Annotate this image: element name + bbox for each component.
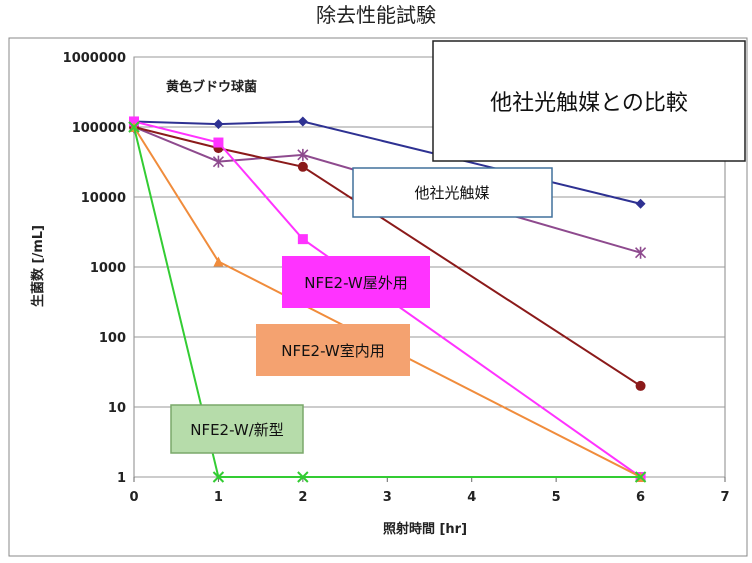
y-tick-label: 100000 [72,121,126,136]
x-tick-label: 5 [552,490,561,505]
y-tick-labels: 1 10 100 1000 10000 100000 1000000 [63,51,126,486]
label-box-other [352,167,553,218]
series-5 [128,121,647,483]
data-point [634,471,647,483]
data-point [635,380,646,391]
x-tick-label: 3 [383,490,392,505]
series-line [133,120,642,478]
label-indoor: NFE2-W室内用 [281,342,385,360]
y-tick-label: 1000 [90,261,126,276]
label-outdoor: NFE2-W屋外用 [304,274,408,292]
y-tick-label: 1 [117,471,126,486]
data-point [128,121,140,133]
data-point [212,471,225,483]
data-point [213,256,224,267]
x-tick-label: 7 [720,490,729,505]
series-line [133,120,641,205]
x-tick-label: 6 [636,490,645,505]
series-line [133,126,641,478]
data-point [212,155,224,168]
data-point [635,198,646,209]
series-line [133,126,642,387]
x-tick-labels: 0 1 2 3 4 5 6 7 [129,490,729,505]
x-tick-label: 0 [129,490,138,505]
data-point [297,471,309,483]
y-axis-label: 生菌数 [/mL] [30,225,46,307]
x-tick-label: 2 [298,490,307,505]
label-other: 他社光触媒 [414,184,489,202]
data-point [297,161,308,172]
data-point [213,119,224,130]
data-point [213,137,224,148]
x-tick-label: 1 [214,490,223,505]
chart-title: 除去性能試験 [316,3,436,27]
x-tick-label: 4 [467,490,476,505]
y-tick-label: 100 [99,331,126,346]
y-tick-label: 10 [108,401,126,416]
organism-annotation: 黄色ブドウ球菌 [166,79,257,95]
data-point [129,116,139,127]
label-box-new [170,404,304,454]
data-point [297,234,308,245]
label-new: NFE2-W/新型 [190,421,284,439]
label-box-indoor [256,324,410,376]
x-axis-label: 照射時間 [hr] [383,521,467,537]
callout-box [432,40,746,162]
y-tick-label: 10000 [81,191,126,206]
y-tick-label: 1000000 [63,51,126,66]
data-point [297,116,308,127]
callout-title: 他社光触媒との比較 [490,91,688,116]
label-box-outdoor [282,256,430,308]
data-point [297,148,309,161]
data-point [635,246,647,259]
